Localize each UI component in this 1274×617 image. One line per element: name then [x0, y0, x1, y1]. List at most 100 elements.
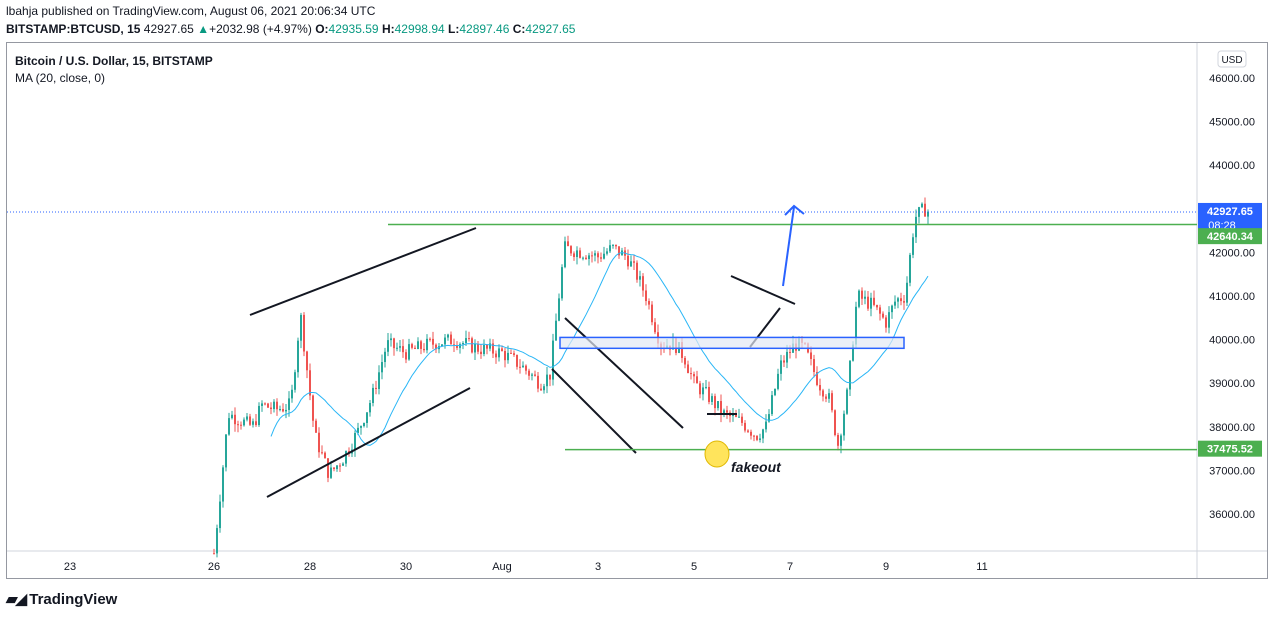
legend-indicator: MA (20, close, 0): [15, 71, 106, 85]
candle-body: [255, 421, 257, 426]
candle-body: [546, 374, 548, 387]
candle-body: [606, 251, 608, 254]
candle-body: [771, 395, 773, 415]
candle-body: [528, 370, 530, 376]
candles: [213, 197, 929, 558]
candle-body: [567, 241, 569, 247]
candle-body: [723, 410, 725, 415]
y-tick-label: 41000.00: [1209, 291, 1255, 303]
candle-body: [564, 241, 566, 268]
candle-body: [915, 216, 917, 238]
candle-body: [300, 314, 302, 341]
chart-panel[interactable]: [6, 42, 1268, 579]
candle-body: [258, 405, 260, 426]
candle-body: [360, 426, 362, 428]
symbol-ticker: BITSTAMP:BTCUSD, 15: [6, 22, 141, 36]
candle-body: [252, 421, 254, 425]
price-axis: 46000.0045000.0044000.0043000.0042000.00…: [1209, 50, 1255, 521]
candle-body: [225, 434, 227, 468]
candle-body: [630, 261, 632, 267]
candle-body: [603, 253, 605, 259]
candle-body: [717, 401, 719, 409]
x-tick-label: 3: [595, 561, 601, 573]
x-tick-label: 5: [691, 561, 697, 573]
candle-body: [459, 344, 461, 348]
candle-body: [378, 372, 380, 389]
candle-body: [570, 246, 572, 254]
candle-body: [231, 414, 233, 419]
candle-body: [492, 343, 494, 354]
candle-body: [573, 253, 575, 257]
candle-body: [684, 357, 686, 365]
candle-body: [507, 352, 509, 361]
channel-lower-line[interactable]: [266, 387, 471, 498]
candle-body: [468, 338, 470, 340]
candle-body: [639, 276, 641, 280]
candle-body: [321, 452, 323, 454]
candle-body: [834, 410, 836, 435]
candle-body: [390, 338, 392, 341]
fakeout-highlight[interactable]: [704, 440, 730, 468]
candle-body: [591, 255, 593, 257]
candle-body: [336, 465, 338, 470]
y-tick-label: 36000.00: [1209, 509, 1255, 521]
candle-body: [504, 350, 506, 361]
candle-body: [819, 385, 821, 391]
open-label: O:: [315, 22, 329, 36]
candle-body: [846, 389, 848, 414]
candle-body: [531, 374, 533, 376]
candle-body: [513, 353, 515, 355]
candle-body: [246, 416, 248, 420]
candle-body: [762, 429, 764, 439]
candle-body: [345, 451, 347, 464]
y-tick-label: 40000.00: [1209, 335, 1255, 347]
y-tick-label: 46000.00: [1209, 73, 1255, 85]
demand-zone-box[interactable]: [559, 336, 905, 350]
support-price-tag-text: 37475.52: [1207, 444, 1253, 456]
candle-body: [843, 413, 845, 436]
y-tick-label: 39000.00: [1209, 378, 1255, 390]
wedge-lower-line[interactable]: [551, 368, 637, 454]
low-value: 42897.46: [459, 22, 510, 36]
x-tick-label: 26: [208, 561, 220, 573]
candle-body: [765, 421, 767, 430]
candle-body: [441, 344, 443, 347]
wedge-upper-line[interactable]: [564, 317, 684, 429]
candle-body: [357, 427, 359, 433]
x-tick-label: 11: [976, 561, 987, 573]
candle-body: [687, 364, 689, 374]
candle-body: [411, 344, 413, 348]
candle-body: [435, 344, 437, 350]
currency-badge-label: USD: [1221, 55, 1242, 66]
candle-body: [363, 422, 365, 427]
candle-body: [882, 313, 884, 318]
candle-body: [927, 211, 929, 217]
candle-body: [501, 348, 503, 351]
pennant-upper-line[interactable]: [730, 275, 796, 305]
candle-body: [747, 430, 749, 432]
candle-body: [447, 334, 449, 338]
candle-body: [741, 416, 743, 423]
candle-body: [699, 383, 701, 395]
candle-body: [612, 244, 614, 246]
publish-info: lbahja published on TradingView.com, Aug…: [6, 4, 376, 18]
x-tick-label: Aug: [492, 561, 512, 573]
high-label: H:: [381, 22, 395, 36]
candle-body: [372, 387, 374, 404]
candle-body: [828, 393, 830, 399]
candle-body: [558, 298, 560, 321]
candle-body: [588, 255, 590, 260]
candle-body: [474, 343, 476, 353]
currency-badge[interactable]: [1217, 50, 1247, 68]
candle-body: [396, 347, 398, 349]
tradingview-logo: ▰◢ TradingView: [6, 590, 117, 608]
channel-upper-line[interactable]: [249, 227, 477, 316]
projection-arrow-icon[interactable]: [782, 206, 795, 287]
candle-body: [615, 244, 617, 247]
y-tick-label: 42000.00: [1209, 247, 1255, 259]
candle-body: [618, 246, 620, 256]
candle-body: [279, 409, 281, 411]
candle-body: [711, 396, 713, 402]
